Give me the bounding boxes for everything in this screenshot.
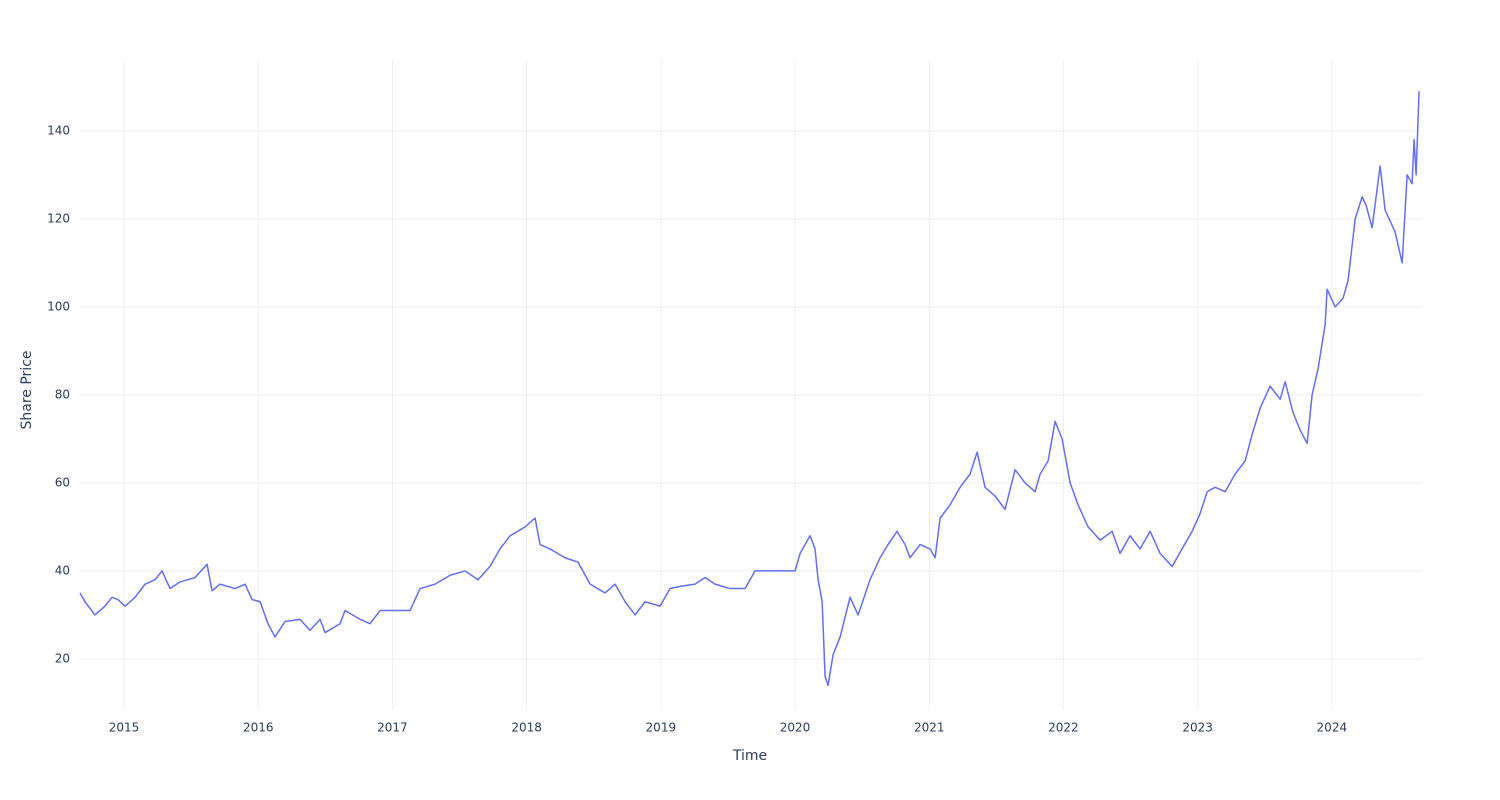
x-axis-title: Time	[732, 748, 767, 764]
x-tick-label: 2016	[243, 721, 274, 735]
price-line	[79, 91, 1420, 687]
y-tick-label: 100	[47, 299, 70, 313]
y-tick-label: 140	[47, 123, 70, 137]
y-axis-title: Share Price	[19, 350, 35, 429]
y-tick-label: 80	[55, 387, 70, 401]
x-tick-label: 2019	[646, 721, 677, 735]
x-tick-label: 2017	[377, 721, 408, 735]
y-tick-label: 20	[55, 651, 70, 665]
y-tick-label: 40	[55, 563, 70, 577]
x-tick-label: 2021	[914, 721, 945, 735]
x-tick-label: 2023	[1182, 721, 1213, 735]
y-tick-label: 120	[47, 211, 70, 225]
x-tick-label: 2015	[109, 721, 140, 735]
y-tick-label: 60	[55, 475, 70, 489]
x-tick-label: 2022	[1048, 721, 1079, 735]
x-tick-label: 2018	[511, 721, 542, 735]
x-tick-label: 2024	[1317, 721, 1348, 735]
x-tick-label: 2020	[780, 721, 811, 735]
